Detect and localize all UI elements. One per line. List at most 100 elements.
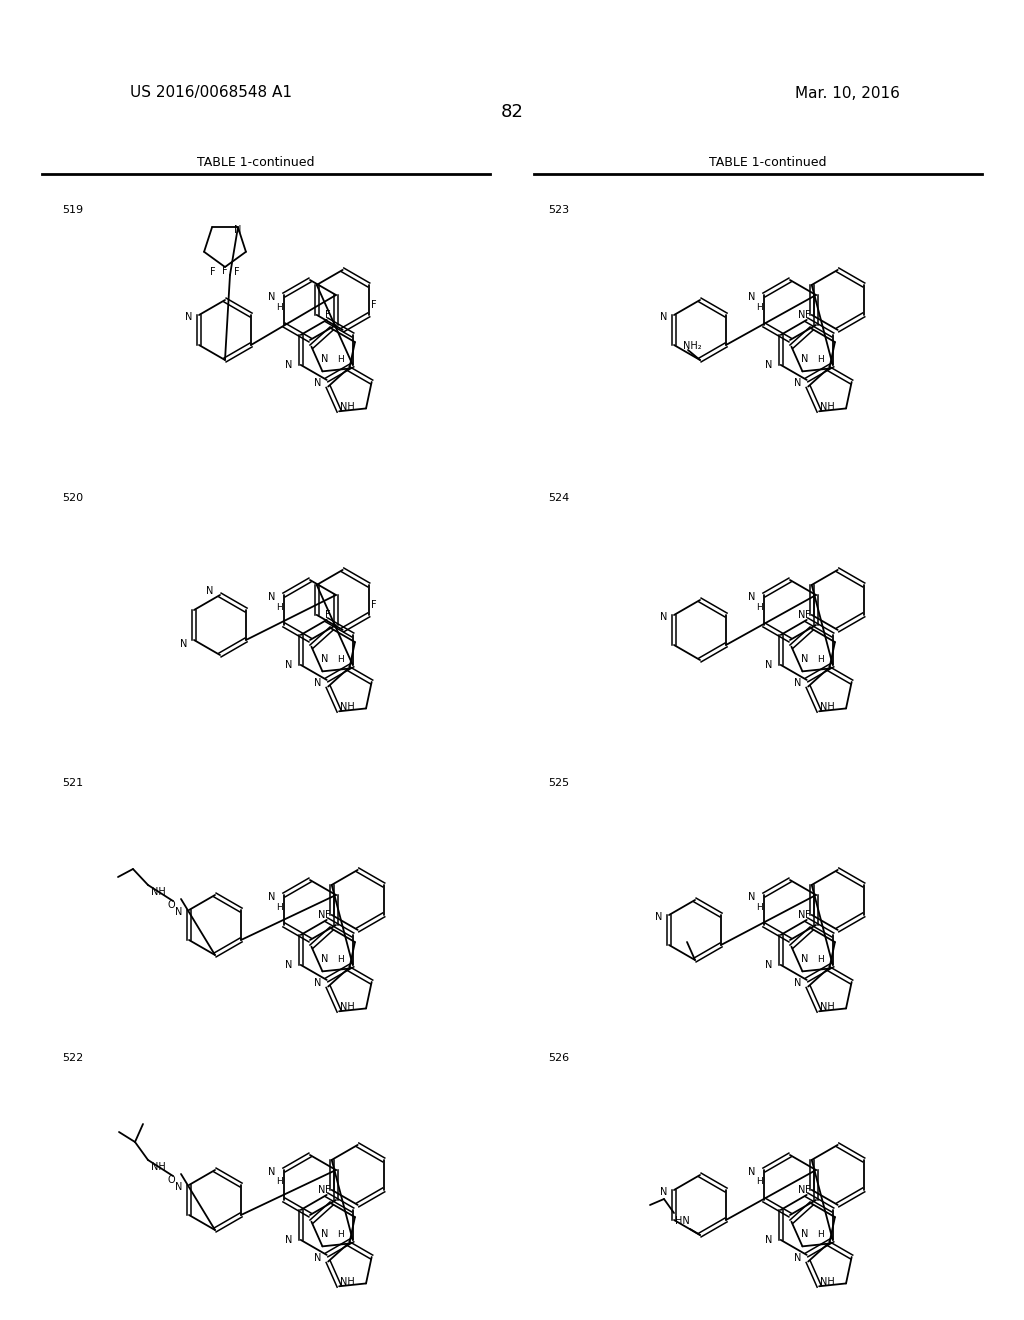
Text: N: N	[321, 1229, 328, 1239]
Text: N: N	[655, 912, 663, 921]
Text: H: H	[817, 355, 823, 364]
Text: F: F	[326, 909, 331, 920]
Text: 82: 82	[501, 103, 523, 121]
Text: NH: NH	[820, 403, 835, 412]
Text: NH₂: NH₂	[683, 341, 701, 351]
Text: F: F	[326, 1185, 331, 1195]
Text: H: H	[275, 903, 283, 912]
Text: 521: 521	[62, 777, 83, 788]
Text: TABLE 1-continued: TABLE 1-continued	[198, 156, 314, 169]
Text: N: N	[314, 978, 322, 987]
Text: N: N	[749, 892, 756, 902]
Text: NH: NH	[151, 1162, 165, 1172]
Text: O: O	[167, 1175, 175, 1185]
Text: NH: NH	[151, 887, 165, 898]
Text: H: H	[275, 602, 283, 611]
Text: F: F	[222, 267, 227, 276]
Text: N: N	[321, 954, 328, 965]
Text: N: N	[795, 378, 802, 388]
Text: N: N	[749, 1167, 756, 1177]
Text: N: N	[765, 1236, 772, 1245]
Text: H: H	[817, 1230, 823, 1239]
Text: 522: 522	[62, 1053, 83, 1063]
Text: N: N	[285, 1236, 293, 1245]
Text: 524: 524	[548, 492, 569, 503]
Text: H: H	[817, 954, 823, 964]
Text: H: H	[756, 602, 763, 611]
Text: N: N	[318, 909, 326, 920]
Text: N: N	[798, 1185, 806, 1195]
Text: N: N	[801, 354, 808, 364]
Text: NH: NH	[340, 702, 354, 713]
Text: NH: NH	[340, 1278, 354, 1287]
Text: 519: 519	[62, 205, 83, 215]
Text: N: N	[795, 677, 802, 688]
Text: N: N	[660, 612, 668, 622]
Text: H: H	[275, 302, 283, 312]
Text: F: F	[371, 300, 377, 310]
Text: N: N	[765, 360, 772, 370]
Text: N: N	[268, 292, 275, 302]
Text: 523: 523	[548, 205, 569, 215]
Text: N: N	[321, 354, 328, 364]
Text: F: F	[805, 909, 811, 920]
Text: N: N	[318, 1185, 326, 1195]
Text: N: N	[765, 960, 772, 970]
Text: N: N	[795, 1253, 802, 1262]
Text: NH: NH	[340, 403, 354, 412]
Text: N: N	[660, 1187, 668, 1197]
Text: N: N	[206, 586, 214, 597]
Text: US 2016/0068548 A1: US 2016/0068548 A1	[130, 86, 292, 100]
Text: H: H	[275, 1177, 283, 1187]
Text: N: N	[798, 909, 806, 920]
Text: H: H	[756, 1177, 763, 1187]
Text: N: N	[801, 1229, 808, 1239]
Text: H: H	[337, 954, 344, 964]
Text: N: N	[798, 310, 806, 319]
Text: N: N	[795, 978, 802, 987]
Text: TABLE 1-continued: TABLE 1-continued	[710, 156, 826, 169]
Text: N: N	[801, 655, 808, 664]
Text: N: N	[180, 639, 187, 649]
Text: N: N	[801, 954, 808, 965]
Text: NH: NH	[820, 1278, 835, 1287]
Text: N: N	[268, 892, 275, 902]
Text: H: H	[337, 655, 344, 664]
Text: N: N	[314, 1253, 322, 1262]
Text: Mar. 10, 2016: Mar. 10, 2016	[795, 86, 900, 100]
Text: F: F	[805, 610, 811, 620]
Text: H: H	[337, 355, 344, 364]
Text: N: N	[660, 312, 668, 322]
Text: O: O	[167, 900, 175, 909]
Text: N: N	[798, 610, 806, 620]
Text: N: N	[185, 312, 193, 322]
Text: 520: 520	[62, 492, 83, 503]
Text: NH: NH	[820, 702, 835, 713]
Text: N: N	[749, 591, 756, 602]
Text: F: F	[210, 267, 216, 277]
Text: F: F	[234, 267, 240, 277]
Text: HN: HN	[675, 1216, 689, 1226]
Text: NH: NH	[820, 1002, 835, 1012]
Text: F: F	[805, 310, 811, 319]
Text: F: F	[805, 1185, 811, 1195]
Text: N: N	[285, 960, 293, 970]
Text: N: N	[314, 677, 322, 688]
Text: N: N	[234, 226, 242, 235]
Text: NH: NH	[340, 1002, 354, 1012]
Text: N: N	[285, 360, 293, 370]
Text: 526: 526	[548, 1053, 569, 1063]
Text: N: N	[765, 660, 772, 671]
Text: H: H	[817, 655, 823, 664]
Text: N: N	[749, 292, 756, 302]
Text: N: N	[321, 655, 328, 664]
Text: H: H	[337, 1230, 344, 1239]
Text: N: N	[285, 660, 293, 671]
Text: F: F	[326, 610, 331, 620]
Text: N: N	[175, 907, 182, 917]
Text: N: N	[175, 1181, 182, 1192]
Text: N: N	[268, 591, 275, 602]
Text: 525: 525	[548, 777, 569, 788]
Text: N: N	[268, 1167, 275, 1177]
Text: N: N	[314, 378, 322, 388]
